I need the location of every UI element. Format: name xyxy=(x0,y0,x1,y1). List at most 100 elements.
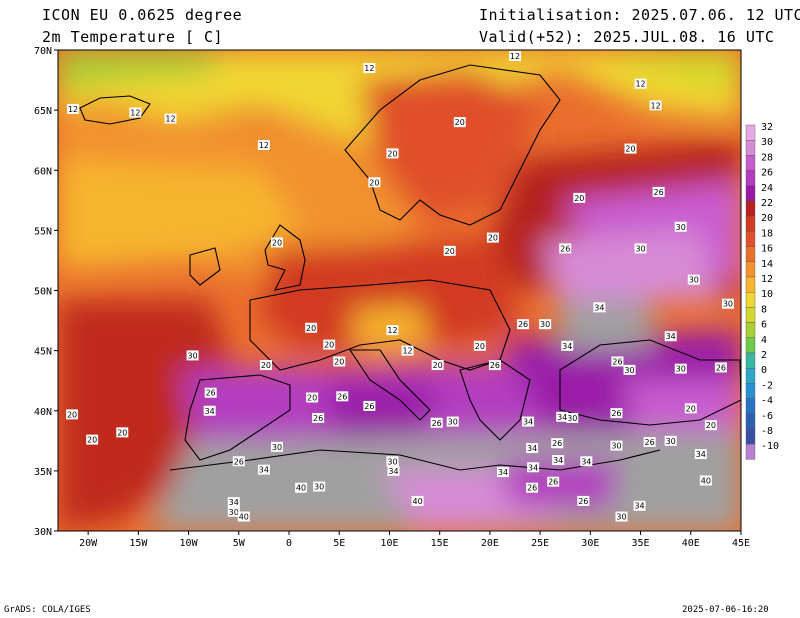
colorbar-swatch xyxy=(745,413,756,430)
svg-text:30: 30 xyxy=(635,244,645,253)
colorbar-label: 32 xyxy=(761,122,773,133)
lat-tick-label: 40N xyxy=(34,407,52,418)
colorbar-swatch xyxy=(745,368,756,384)
colorbar-swatch xyxy=(745,352,756,369)
svg-text:12: 12 xyxy=(387,326,397,335)
svg-text:34: 34 xyxy=(562,342,572,351)
lon-tick-label: 25E xyxy=(531,538,549,549)
lon-tick-label: 15E xyxy=(431,538,449,549)
colorbar-swatch xyxy=(745,231,756,247)
svg-text:20: 20 xyxy=(67,410,77,419)
contour-label: 26 xyxy=(204,387,217,398)
contour-label: 34 xyxy=(227,497,240,508)
contour-label: 26 xyxy=(577,495,590,506)
contour-label: 34 xyxy=(257,464,270,475)
colorbar-swatch xyxy=(745,246,756,263)
colorbar-label: 4 xyxy=(761,335,767,346)
contour-label: 12 xyxy=(509,51,522,62)
svg-text:20: 20 xyxy=(625,145,635,154)
contour-label: 12 xyxy=(363,63,376,74)
contour-label: 34 xyxy=(526,443,539,454)
contour-label: 20 xyxy=(573,192,586,203)
svg-text:34: 34 xyxy=(388,467,398,476)
svg-text:26: 26 xyxy=(654,188,664,197)
contour-label: 40 xyxy=(295,482,308,493)
contour-label: 30 xyxy=(687,274,700,285)
svg-text:34: 34 xyxy=(666,332,676,341)
svg-text:20: 20 xyxy=(706,421,716,430)
colorbar-label: 14 xyxy=(761,259,773,270)
svg-text:30: 30 xyxy=(666,437,676,446)
svg-text:30: 30 xyxy=(676,365,686,374)
footer-credit: GrADS: COLA/IGES xyxy=(4,605,91,615)
lon-tick-label: 5W xyxy=(233,538,246,549)
colorbar-swatch xyxy=(745,337,756,354)
contour-label: 26 xyxy=(517,319,530,330)
svg-text:12: 12 xyxy=(635,80,645,89)
colorbar-label: -8 xyxy=(761,426,773,437)
contour-label: 20 xyxy=(486,232,499,243)
svg-text:12: 12 xyxy=(510,52,520,61)
contour-label: 20 xyxy=(116,427,129,438)
model-title: ICON EU 0.0625 degree xyxy=(42,6,243,24)
svg-text:34: 34 xyxy=(528,463,538,472)
lat-tick-label: 70N xyxy=(34,46,52,57)
lon-tick-label: 10W xyxy=(180,538,199,549)
svg-text:20: 20 xyxy=(445,247,455,256)
colorbar-swatch xyxy=(745,139,756,156)
svg-text:34: 34 xyxy=(229,498,239,507)
lat-tick-label: 65N xyxy=(34,106,52,117)
colorbar-label: 10 xyxy=(761,289,773,300)
svg-text:40: 40 xyxy=(701,476,711,485)
contour-label: 30 xyxy=(623,364,636,375)
axis-ticks: 20W 15W 10W 5W 0 5E 10E 15E 20E 25E 30E 35E 40E 45E 70… xyxy=(34,46,750,549)
contour-label: 34 xyxy=(694,449,707,460)
contour-label: 26 xyxy=(611,356,624,367)
svg-text:34: 34 xyxy=(581,457,591,466)
colorbar-swatch xyxy=(745,428,756,445)
contour-label: 12 xyxy=(386,325,399,336)
colorbar-swatch xyxy=(745,124,756,141)
lon-tick-label: 40E xyxy=(682,538,700,549)
contour-label: 26 xyxy=(430,417,443,428)
svg-text:26: 26 xyxy=(518,320,528,329)
contour-label: 26 xyxy=(232,456,245,467)
svg-text:30: 30 xyxy=(187,351,197,360)
svg-text:34: 34 xyxy=(527,444,537,453)
contour-label: 20 xyxy=(86,434,99,445)
contour-label: 34 xyxy=(387,465,400,476)
contour-label: 12 xyxy=(67,103,80,114)
colorbar-swatch xyxy=(745,383,756,399)
contour-label: 30 xyxy=(610,440,623,451)
contour-label: 30 xyxy=(674,363,687,374)
colorbar-label: 24 xyxy=(761,183,773,194)
contour-label: 20 xyxy=(431,360,444,371)
colorbar-label: 18 xyxy=(761,228,773,239)
contour-label: 30 xyxy=(186,350,199,361)
contour-label: 12 xyxy=(129,107,142,118)
coastlines xyxy=(79,64,741,471)
svg-text:20: 20 xyxy=(272,238,282,247)
svg-text:34: 34 xyxy=(594,303,604,312)
svg-text:20: 20 xyxy=(334,357,344,366)
lon-tick-label: 5E xyxy=(333,538,345,549)
svg-text:20: 20 xyxy=(324,341,334,350)
svg-text:30: 30 xyxy=(229,508,239,517)
contour-label: 12 xyxy=(257,139,270,150)
colorbar-swatch xyxy=(745,322,756,339)
contour-label: 26 xyxy=(643,437,656,448)
svg-text:12: 12 xyxy=(259,141,269,150)
svg-text:30: 30 xyxy=(387,457,397,466)
svg-text:20: 20 xyxy=(475,342,485,351)
contour-label: 20 xyxy=(684,403,697,414)
lat-tick-label: 45N xyxy=(34,347,52,358)
lon-tick-label: 10E xyxy=(380,538,398,549)
contour-label: 12 xyxy=(401,345,414,356)
colorbar-swatch xyxy=(745,307,756,323)
svg-text:12: 12 xyxy=(651,101,661,110)
svg-text:26: 26 xyxy=(527,484,537,493)
contour-label: 20 xyxy=(624,143,637,154)
